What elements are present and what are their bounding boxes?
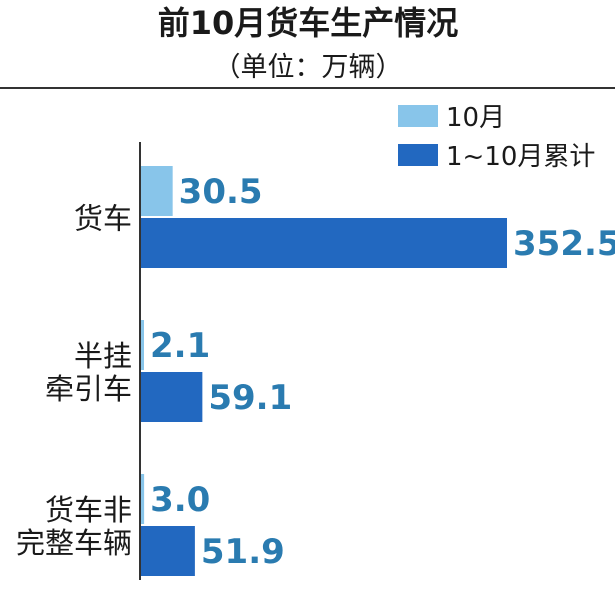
bars-layer: 30.5 352.5 2.1 59.1 3.0 51.9 xyxy=(141,166,615,576)
bar-s1-c1 xyxy=(141,372,203,422)
legend-label-monthly: 10月 xyxy=(446,103,505,133)
category-label-0-line-0: 货车 xyxy=(74,201,132,235)
value-label-s0-c0: 30.5 xyxy=(179,172,263,212)
bar-s0-c2 xyxy=(141,474,145,524)
legend-label-cumulative: 1~10月累计 xyxy=(446,142,595,172)
category-label-1-line-1: 牵引车 xyxy=(45,372,132,406)
chart-subtitle: （单位：万辆） xyxy=(214,52,403,83)
bar-s0-c0 xyxy=(141,166,173,216)
category-label-2-line-1: 完整车辆 xyxy=(16,526,132,560)
bar-s0-c1 xyxy=(141,320,144,370)
legend: 10月 1~10月累计 xyxy=(398,103,595,172)
bar-s1-c0 xyxy=(141,218,507,268)
bar-s1-c2 xyxy=(141,526,195,576)
legend-swatch-cumulative xyxy=(398,144,438,166)
value-label-s1-c2: 51.9 xyxy=(201,532,285,572)
legend-swatch-monthly xyxy=(398,105,438,127)
value-label-s1-c0: 352.5 xyxy=(513,224,615,264)
value-label-s1-c1: 59.1 xyxy=(208,378,292,418)
chart-title: 前10月货车生产情况 xyxy=(158,4,459,42)
value-label-s0-c2: 3.0 xyxy=(150,480,210,520)
category-label-2-line-0: 货车非 xyxy=(45,493,132,527)
category-label-1-line-0: 半挂 xyxy=(74,339,132,373)
value-label-s0-c1: 2.1 xyxy=(150,326,210,366)
